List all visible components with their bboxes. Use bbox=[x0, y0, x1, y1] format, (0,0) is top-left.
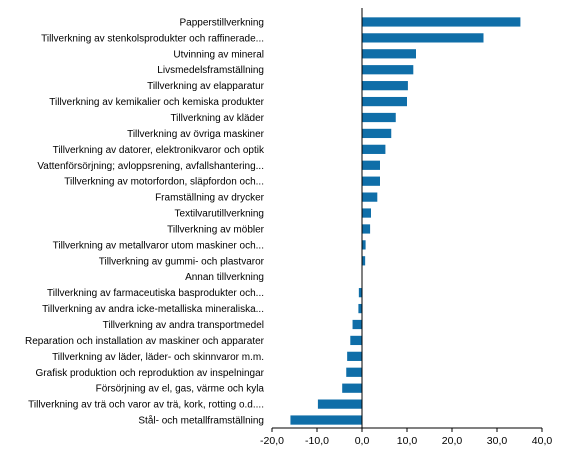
category-label-18: Tillverkning av andra icke-metalliska mi… bbox=[42, 304, 264, 315]
bar-8 bbox=[362, 144, 386, 154]
bar-0 bbox=[362, 17, 521, 27]
category-label-22: Grafisk produktion och reproduktion av i… bbox=[36, 368, 265, 379]
category-label-8: Tillverkning av datorer, elektronikvaror… bbox=[53, 145, 265, 156]
bar-15 bbox=[362, 256, 366, 266]
category-label-24: Tillverkning av trä och varor av trä, ko… bbox=[28, 400, 264, 411]
category-label-9: Vattenförsörjning; avloppsrening, avfall… bbox=[37, 161, 264, 172]
bar-10 bbox=[362, 176, 380, 186]
category-label-19: Tillverkning av andra transportmedel bbox=[103, 320, 264, 331]
category-label-10: Tillverkning av motorfordon, släpfordon … bbox=[64, 177, 264, 188]
bar-13 bbox=[362, 224, 371, 234]
bar-17 bbox=[358, 288, 362, 298]
category-label-13: Tillverkning av möbler bbox=[167, 224, 265, 235]
category-label-4: Tillverkning av elapparatur bbox=[147, 81, 265, 92]
bar-21 bbox=[347, 351, 362, 361]
bar-25 bbox=[290, 415, 362, 425]
category-label-21: Tillverkning av läder, läder- och skinnv… bbox=[52, 352, 264, 363]
x-tick-label-5: 30,0 bbox=[487, 435, 508, 447]
bar-14 bbox=[362, 240, 366, 250]
bar-2 bbox=[362, 49, 416, 59]
category-label-5: Tillverkning av kemikalier och kemiska p… bbox=[49, 97, 264, 108]
category-label-25: Stål- och metallframställning bbox=[138, 415, 264, 427]
bar-18 bbox=[358, 303, 362, 314]
category-label-12: Textilvarutillverkning bbox=[175, 209, 264, 220]
category-label-16: Annan tillverkning bbox=[185, 272, 264, 283]
bar-4 bbox=[362, 81, 408, 91]
bar-6 bbox=[362, 112, 396, 123]
category-label-23: Försörjning av el, gas, värme och kyla bbox=[96, 384, 265, 395]
category-label-11: Framställning av drycker bbox=[155, 193, 265, 204]
category-label-6: Tillverkning av kläder bbox=[170, 113, 264, 124]
category-label-17: Tillverkning av farmaceutiska basprodukt… bbox=[47, 288, 264, 299]
bars-group bbox=[290, 17, 521, 425]
category-label-1: Tillverkning av stenkolsprodukter och ra… bbox=[41, 33, 264, 44]
x-axis-ticks: -20,0 -10,0 0,0 10,0 20,0 30,0 40,0 bbox=[260, 428, 552, 447]
category-label-0: Papperstillverkning bbox=[180, 17, 265, 28]
bar-5 bbox=[362, 96, 407, 107]
bar-20 bbox=[350, 335, 362, 346]
category-label-20: Reparation och installation av maskiner … bbox=[25, 336, 265, 347]
bar-12 bbox=[362, 208, 371, 218]
x-tick-label-1: -10,0 bbox=[305, 435, 329, 447]
bar-1 bbox=[362, 33, 484, 43]
bar-9 bbox=[362, 160, 380, 170]
x-tick-label-3: 10,0 bbox=[397, 435, 418, 447]
bar-3 bbox=[362, 65, 414, 75]
category-label-2: Utvinning av mineral bbox=[173, 49, 264, 60]
bar-11 bbox=[362, 192, 378, 202]
category-labels: Papperstillverkning Tillverkning av stenk… bbox=[25, 17, 265, 426]
category-label-3: Livsmedelsframställning bbox=[157, 65, 264, 76]
bar-7 bbox=[362, 128, 392, 139]
bar-19 bbox=[352, 319, 362, 330]
x-tick-label-2: 0,0 bbox=[355, 435, 370, 447]
x-tick-label-4: 20,0 bbox=[442, 435, 463, 447]
x-tick-label-0: -20,0 bbox=[260, 435, 284, 447]
category-label-7: Tillverkning av övriga maskiner bbox=[127, 129, 265, 140]
category-label-15: Tillverkning av gummi- och plastvaror bbox=[99, 256, 265, 267]
x-tick-label-6: 40,0 bbox=[532, 435, 553, 447]
bar-23 bbox=[342, 383, 362, 393]
bar-22 bbox=[346, 367, 362, 377]
category-label-14: Tillverkning av metallvaror utom maskine… bbox=[53, 240, 264, 251]
bar-24 bbox=[317, 399, 362, 409]
